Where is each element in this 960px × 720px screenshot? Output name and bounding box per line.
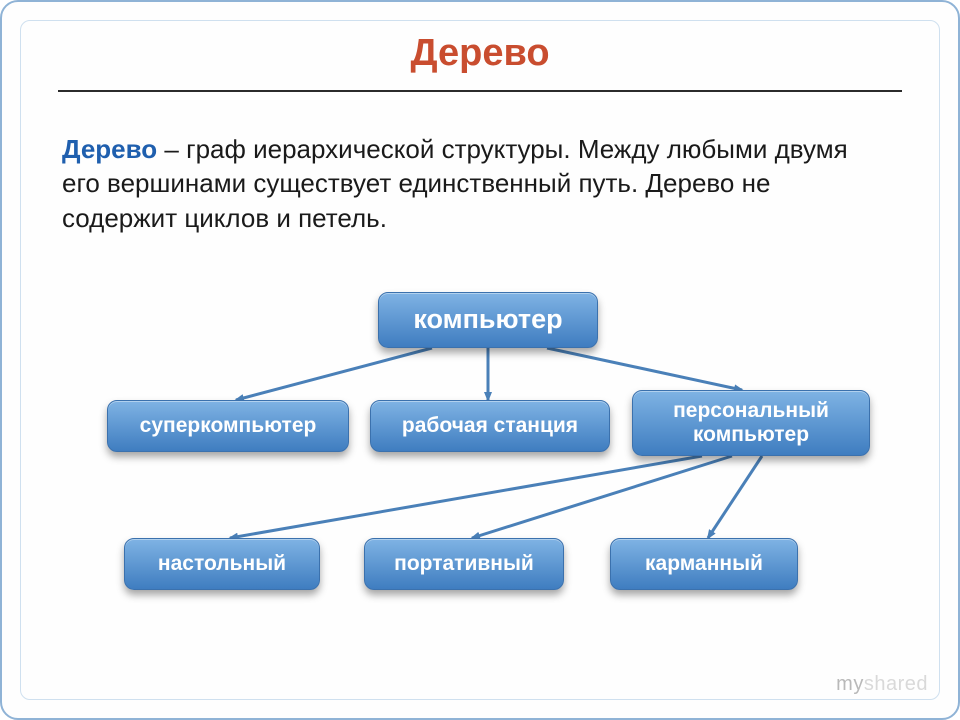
tree-node-super: суперкомпьютер	[107, 400, 349, 452]
title-text: Дерево	[410, 32, 549, 74]
tree-edge-root-to-pc	[547, 348, 742, 390]
tree-edge-pc-to-desk	[230, 456, 702, 538]
watermark-right: shared	[864, 673, 928, 695]
tree-edges	[2, 2, 960, 720]
slide-title: Дерево	[2, 32, 958, 75]
watermark: myshared	[836, 673, 928, 696]
description-body: – граф иерархической структуры. Между лю…	[62, 134, 848, 233]
tree-edge-root-to-super	[236, 348, 432, 400]
tree-node-pc: персональныйкомпьютер	[632, 390, 870, 456]
tree-node-root: компьютер	[378, 292, 598, 348]
tree-edge-pc-to-lap	[472, 456, 732, 538]
tree-node-desk: настольный	[124, 538, 320, 590]
watermark-left: my	[836, 673, 864, 695]
title-underline	[58, 90, 902, 92]
description: Дерево – граф иерархической структуры. М…	[62, 132, 868, 235]
tree-nodes-layer: компьютер суперкомпьютер рабочая станция пе…	[2, 2, 960, 720]
tree-node-pock: карманный	[610, 538, 798, 590]
tree-node-ws: рабочая станция	[370, 400, 610, 452]
tree-edge-pc-to-pock	[708, 456, 762, 538]
description-term: Дерево	[62, 134, 157, 164]
tree-node-lap: портативный	[364, 538, 564, 590]
slide-frame: Дерево Дерево – граф иерархической струк…	[0, 0, 960, 720]
